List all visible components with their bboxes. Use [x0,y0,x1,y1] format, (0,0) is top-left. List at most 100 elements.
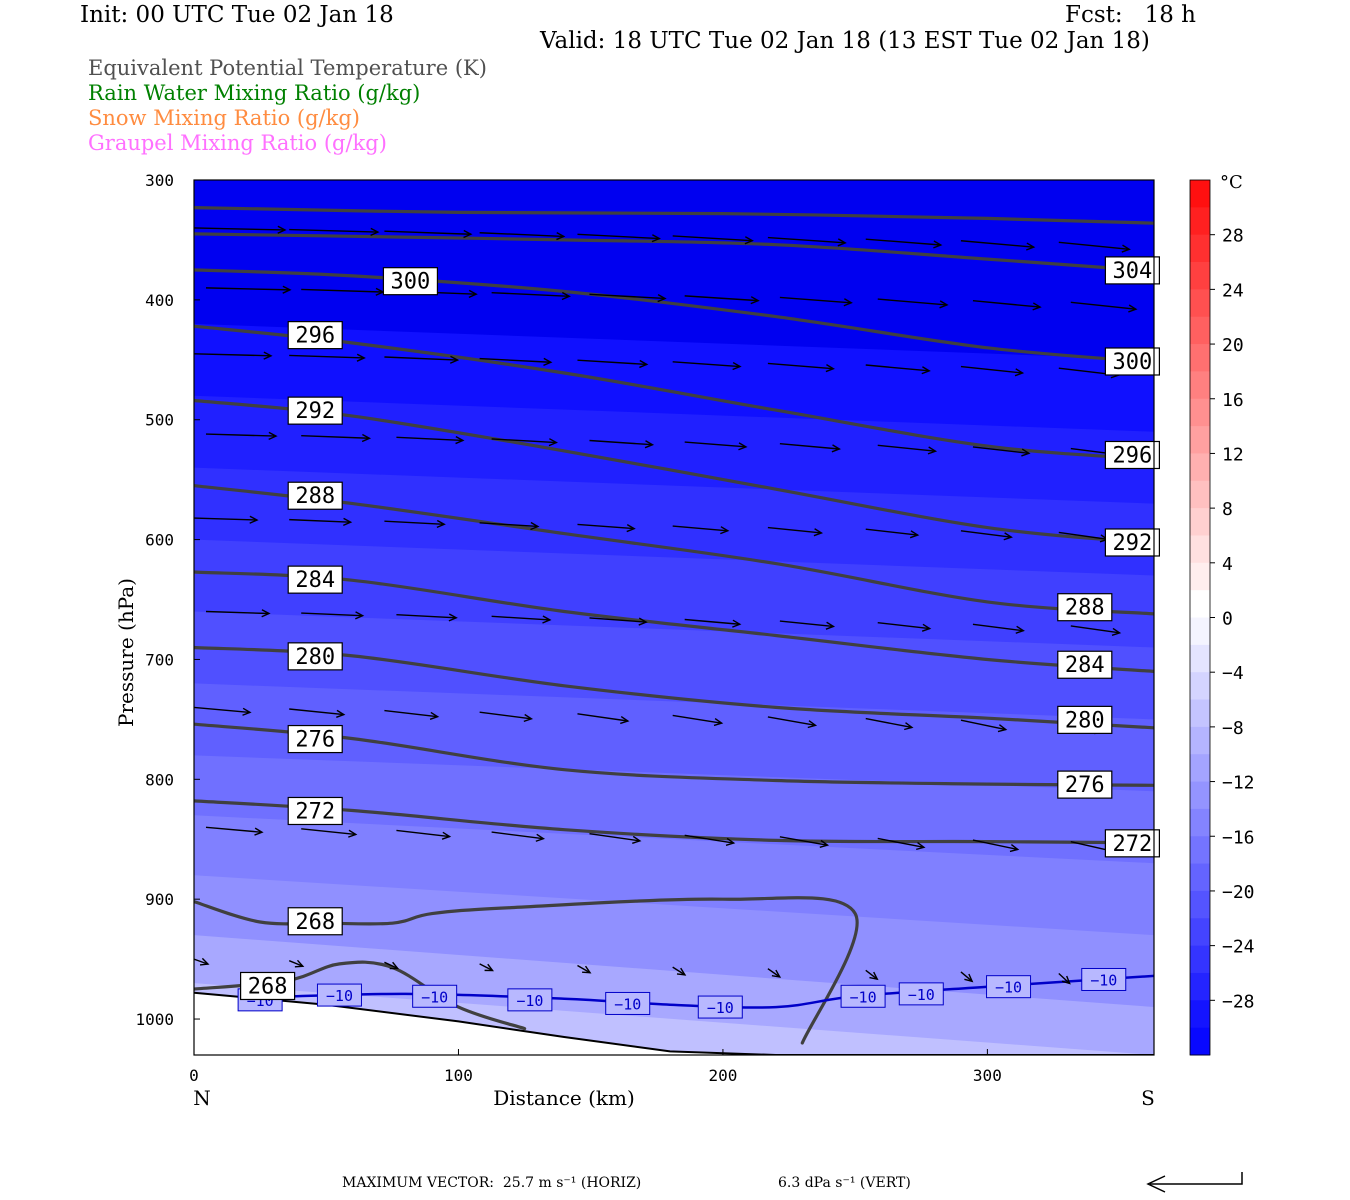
wind-vector-shaft [672,714,722,724]
wind-vector-shaft [589,617,647,623]
wind-vector [289,353,366,362]
colorbar-tick-label: −16 [1222,827,1255,848]
wind-vector-head [336,709,346,718]
colorbar-bin [1190,808,1210,837]
wind-vector-head [831,444,841,453]
wind-vector-head [738,442,748,451]
wind-vector [672,235,754,245]
wind-vector-shaft [672,235,753,242]
colorbar-bin [1190,590,1210,618]
wind-vector-shaft [577,964,591,974]
theta-e-label-box [287,724,343,754]
theta-e-label: 268 [248,974,288,999]
colorbar-bin [1190,234,1210,263]
theta-e-label-box [382,267,439,296]
x-tick-label: 300 [973,1066,1002,1085]
wind-vector-head [282,285,292,294]
wind-vector [960,240,1036,251]
wind-vector [384,229,473,239]
wind-vector-head [825,364,835,373]
legend-graupel: Graupel Mixing Ratio (g/kg) [88,131,387,155]
wind-vector-shaft [684,618,740,625]
wind-vector-head [1128,304,1138,313]
wind-vector [684,295,760,305]
theta-e-label-box [1057,770,1113,799]
wind-vector-shaft [396,436,463,442]
wind-vector [672,525,730,535]
wind-vector [384,709,440,720]
wind-vector-head [1111,627,1122,636]
wind-vector-shaft [865,528,918,536]
colorbar-unit: °C [1220,172,1243,193]
colorbar-bin [1190,207,1210,236]
wind-vector [289,227,380,237]
colorbar-tick-label: 4 [1222,554,1233,575]
wind-vector-head [484,963,495,972]
init-time: Init: 00 UTC Tue 02 Jan 18 [80,2,394,28]
wind-vector-shaft [589,832,640,842]
wind-vector [479,521,540,531]
wind-vector-shaft [491,291,570,298]
colorbar-tick-label: 0 [1222,609,1233,630]
isotherm-label-box [986,975,1032,999]
isotherm-label-box [412,984,458,1008]
temperature-fill [194,180,1154,1055]
wind-vector [684,441,748,451]
wind-vector-shaft [301,435,370,439]
wind-vector-head [1032,302,1042,311]
wind-vector [779,836,830,849]
wind-vector-head [370,227,380,237]
isotherm-label-box [605,991,651,1015]
colorbar-bin [1190,316,1210,345]
x-tick-label: 0 [189,1066,199,1085]
theta-e-label: 276 [295,728,335,753]
wind-vector [289,517,353,526]
wind-vector [972,446,1031,457]
theta-e-label: 272 [295,799,335,824]
wind-vector-head [361,433,372,443]
theta-e-contour [194,324,1154,461]
wind-vector-shaft [479,522,538,528]
wind-vector [877,837,926,851]
wind-vector-head [676,967,687,976]
wind-vector-head [1026,242,1036,251]
wind-vector-shaft [767,362,834,370]
x-end-label-north: N [193,1086,211,1110]
wind-vector-shaft [684,441,746,448]
wind-vector [767,362,835,373]
wind-vector [779,443,841,453]
wind-vector [205,609,271,618]
isotherm-label-box [507,988,553,1012]
colorbar-bin [1190,480,1210,509]
wind-vector-head [1061,975,1071,985]
theta-e-label: 284 [295,568,335,593]
wind-vector-head [657,293,667,303]
wind-vector-head [1003,532,1013,541]
wind-vector-shaft [205,610,270,615]
theta-e-label-box [287,481,343,510]
wind-vector-shaft [865,364,930,372]
colorbar-bin [1190,726,1210,755]
wind-vector-head [1014,368,1025,377]
theta-e-label-box [1057,650,1113,679]
wind-vector-head [933,240,943,249]
colorbar-tick-label: −28 [1222,991,1255,1012]
theta-e-contour [194,799,1154,845]
y-tick-label: 500 [145,411,174,430]
wind-vector-head [463,229,473,239]
wind-vector [1070,301,1138,313]
wind-vector-shaft [479,963,493,972]
wind-vector-shaft [779,836,828,846]
wind-vector-head [355,611,365,620]
theta-e-label-box [287,321,343,350]
wind-vector [767,236,847,247]
legend-theta-e: Equivalent Potential Temperature (K) [88,56,487,80]
colorbar-bin [1190,699,1210,728]
wind-vector [396,435,465,445]
wind-vector [1058,241,1131,253]
theta-e-label: 276 [1065,773,1105,798]
colorbar-tick-label: 12 [1222,444,1244,465]
wind-vector-shaft [960,530,1012,538]
wind-vector [960,365,1025,377]
wind-vector [301,611,365,620]
